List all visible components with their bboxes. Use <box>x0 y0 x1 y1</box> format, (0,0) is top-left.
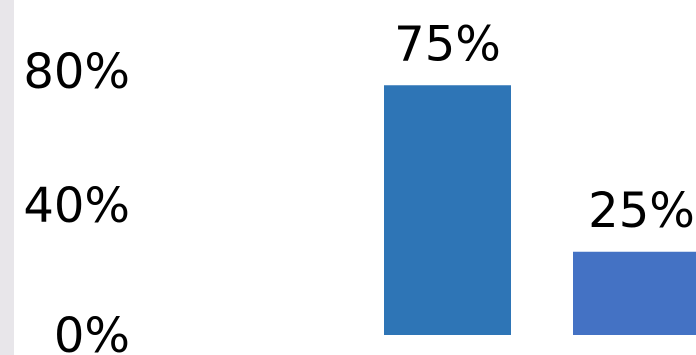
bar-series <box>384 85 696 335</box>
y-tick-label: 0% <box>54 308 130 355</box>
y-tick-label: 80% <box>23 44 130 100</box>
bar <box>384 85 511 335</box>
left-edge-strip <box>0 0 14 355</box>
bar <box>573 251 696 335</box>
bar-value-label: 75% <box>394 16 501 72</box>
y-tick-label: 40% <box>23 178 130 234</box>
y-axis-tick-labels: 0% 40% 80% <box>23 44 130 355</box>
bar-value-labels: 75% 25% <box>394 16 695 239</box>
bar-value-label: 25% <box>588 183 695 239</box>
